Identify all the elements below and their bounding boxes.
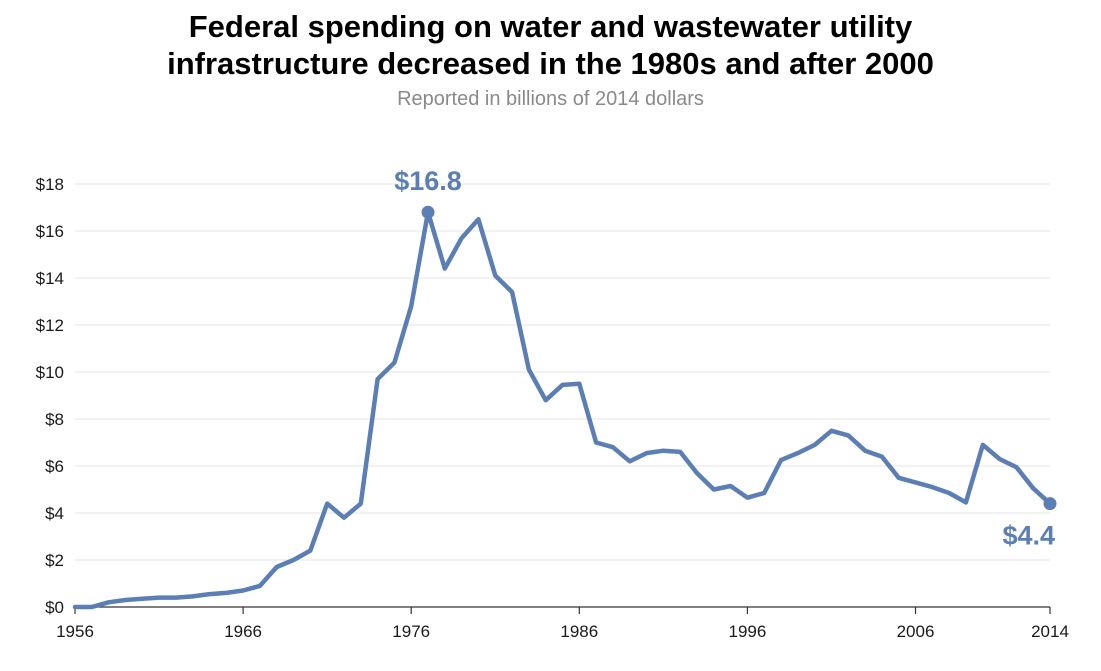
y-tick-label: $12 (36, 316, 64, 335)
annotation-marker (1043, 497, 1057, 511)
y-tick-label: $8 (45, 410, 64, 429)
annotation-label: $16.8 (394, 166, 462, 196)
y-tick-label: $2 (45, 551, 64, 570)
y-tick-label: $10 (36, 363, 64, 382)
y-tick-label: $0 (45, 598, 64, 617)
y-axis-ticks: $0 $2 $4 $6 $8 $10 $12 $14 $16 $18 (36, 175, 64, 617)
annotation-marker (421, 205, 435, 219)
x-tick-label: 1996 (728, 622, 766, 641)
annotation-label: $4.4 (1002, 521, 1055, 551)
x-tick-label: 1966 (224, 622, 262, 641)
x-tick-label: 2006 (897, 622, 935, 641)
annotations: $16.8 $4.4 (394, 166, 1057, 551)
x-tick-label: 1976 (392, 622, 430, 641)
x-tick-label: 2014 (1031, 622, 1069, 641)
chart-subtitle: Reported in billions of 2014 dollars (397, 88, 704, 110)
y-tick-label: $16 (36, 222, 64, 241)
y-tick-label: $4 (45, 504, 64, 523)
y-tick-label: $14 (36, 269, 64, 288)
gridlines (75, 183, 1050, 561)
series-line (72, 209, 1053, 610)
chart-title-line-1: Federal spending on water and wastewater… (188, 9, 913, 44)
y-tick-label: $6 (45, 457, 64, 476)
x-tick-label: 1956 (56, 622, 94, 641)
x-tick-label: 1986 (560, 622, 598, 641)
x-axis-ticks: 1956 1966 1976 1986 1996 2006 2014 (56, 607, 1069, 641)
y-tick-label: $18 (36, 175, 64, 194)
chart-title-line-2: infrastructure decreased in the 1980s an… (167, 46, 934, 81)
series-group (72, 209, 1053, 610)
